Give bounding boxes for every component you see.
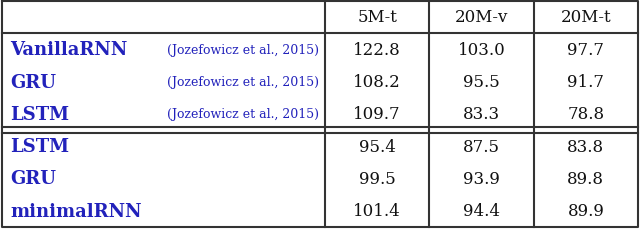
Text: 99.5: 99.5 bbox=[359, 170, 396, 187]
Text: 89.9: 89.9 bbox=[568, 202, 604, 219]
Text: (Jozefowicz et al., 2015): (Jozefowicz et al., 2015) bbox=[167, 76, 319, 89]
Text: 93.9: 93.9 bbox=[463, 170, 500, 187]
Text: 89.8: 89.8 bbox=[567, 170, 604, 187]
Text: (Jozefowicz et al., 2015): (Jozefowicz et al., 2015) bbox=[167, 108, 319, 121]
Text: 122.8: 122.8 bbox=[353, 41, 401, 58]
Text: 5M-t: 5M-t bbox=[357, 9, 397, 26]
Text: 87.5: 87.5 bbox=[463, 138, 500, 155]
Text: 20M-v: 20M-v bbox=[455, 9, 508, 26]
Text: VanillaRNN: VanillaRNN bbox=[10, 41, 127, 59]
Text: GRU: GRU bbox=[10, 73, 56, 91]
Text: 83.3: 83.3 bbox=[463, 106, 500, 123]
Text: 94.4: 94.4 bbox=[463, 202, 500, 219]
Text: (Jozefowicz et al., 2015): (Jozefowicz et al., 2015) bbox=[167, 44, 319, 56]
Text: minimalRNN: minimalRNN bbox=[10, 202, 141, 220]
Text: GRU: GRU bbox=[10, 170, 56, 188]
Text: 95.4: 95.4 bbox=[359, 138, 396, 155]
Text: 78.8: 78.8 bbox=[567, 106, 604, 123]
Text: 95.5: 95.5 bbox=[463, 74, 500, 91]
Text: 83.8: 83.8 bbox=[567, 138, 604, 155]
Text: 91.7: 91.7 bbox=[567, 74, 604, 91]
Text: LSTM: LSTM bbox=[10, 105, 69, 123]
Text: 103.0: 103.0 bbox=[458, 41, 506, 58]
Text: 101.4: 101.4 bbox=[353, 202, 401, 219]
Text: LSTM: LSTM bbox=[10, 138, 69, 155]
Text: 109.7: 109.7 bbox=[353, 106, 401, 123]
Text: 97.7: 97.7 bbox=[567, 41, 604, 58]
Text: 20M-t: 20M-t bbox=[561, 9, 611, 26]
Text: 108.2: 108.2 bbox=[353, 74, 401, 91]
